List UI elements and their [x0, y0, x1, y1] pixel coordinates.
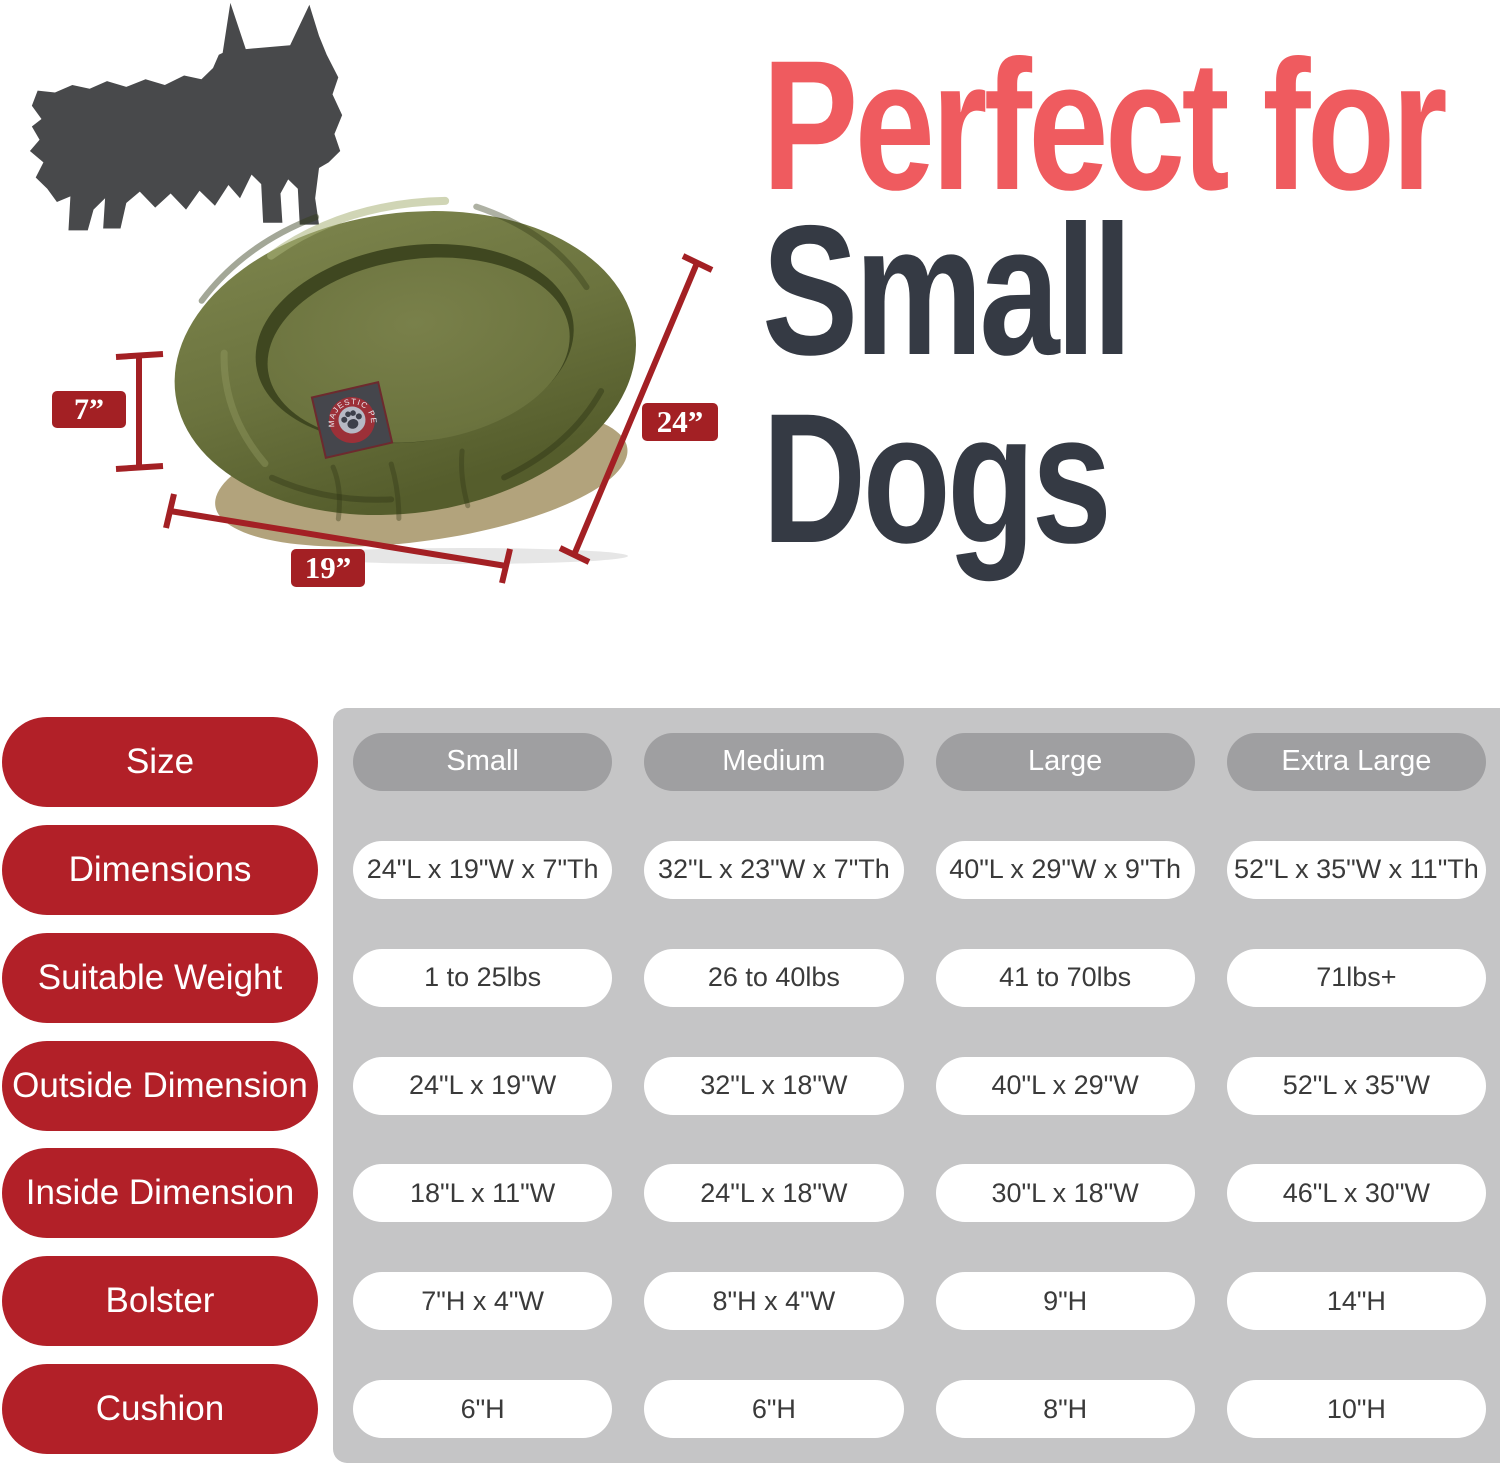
table-row-cushion: Cushion 6"H 6"H 8"H 10"H [0, 1355, 1500, 1463]
brand-tag: MAJESTIC PET [310, 380, 394, 460]
table-cell: 71lbs+ [1226, 948, 1486, 1007]
table-cell: 32"L x 23"W x 7"Th [644, 840, 904, 899]
table-cell: 8"H x 4"W [644, 1272, 904, 1331]
dog-silhouette [29, 2, 343, 231]
row-label-bolster: Bolster [2, 1256, 318, 1347]
table-cell: 10"H [1226, 1380, 1486, 1439]
table-cell: 32"L x 18"W [644, 1056, 904, 1115]
headline-word-dogs: Dogs [762, 376, 1112, 582]
size-spec-table: Size Small Medium Large Extra Large Dime… [0, 708, 1500, 1463]
table-cell: 52"L x 35"W [1226, 1056, 1486, 1115]
table-cell: 40"L x 29"W [935, 1056, 1195, 1115]
table-cell: 41 to 70lbs [935, 948, 1195, 1007]
table-row-suitable-weight: Suitable Weight 1 to 25lbs 26 to 40lbs 4… [0, 924, 1500, 1032]
table-cell: 8"H [935, 1380, 1195, 1439]
headline-word-small: Small [762, 188, 1133, 394]
column-header-large: Large [935, 732, 1195, 791]
table-cell: 24"L x 18"W [644, 1164, 904, 1223]
table-cell: 9"H [935, 1272, 1195, 1331]
row-label-dimensions: Dimensions [2, 824, 318, 915]
table-cell: 24"L x 19"W x 7"Th [353, 840, 613, 899]
table-cell: 40"L x 29"W x 9"Th [935, 840, 1195, 899]
column-header-small: Small [353, 732, 613, 791]
dog-bed-photo: MAJESTIC PET [174, 196, 636, 564]
column-header-medium: Medium [644, 732, 904, 791]
column-header-extra-large: Extra Large [1226, 732, 1486, 791]
table-cell: 46"L x 30"W [1226, 1164, 1486, 1223]
row-label-cushion: Cushion [2, 1364, 318, 1455]
table-row-bolster: Bolster 7"H x 4"W 8"H x 4"W 9"H 14"H [0, 1247, 1500, 1355]
row-label-suitable-weight: Suitable Weight [2, 932, 318, 1023]
table-cell: 30"L x 18"W [935, 1164, 1195, 1223]
table-cell: 18"L x 11"W [353, 1164, 613, 1223]
headline-accent: Perfect for [762, 23, 1448, 229]
table-cell: 1 to 25lbs [353, 948, 613, 1007]
table-cell: 6"H [353, 1380, 613, 1439]
table-row-dimensions: Dimensions 24"L x 19"W x 7"Th 32"L x 23"… [0, 816, 1500, 924]
paw-icon [341, 410, 362, 429]
row-label-outside-dimension: Outside Dimension [2, 1040, 318, 1131]
table-header-row: Size Small Medium Large Extra Large [0, 708, 1500, 816]
table-cell: 52"L x 35"W x 11"Th [1226, 840, 1486, 899]
table-row-outside-dimension: Outside Dimension 24"L x 19"W 32"L x 18"… [0, 1032, 1500, 1140]
table-cell: 14"H [1226, 1272, 1486, 1331]
width-dimension-badge: 19” [291, 549, 365, 587]
height-dimension-badge: 7” [52, 391, 126, 428]
table-cell: 24"L x 19"W [353, 1056, 613, 1115]
table-cell: 26 to 40lbs [644, 948, 904, 1007]
table-row-inside-dimension: Inside Dimension 18"L x 11"W 24"L x 18"W… [0, 1139, 1500, 1247]
row-label-inside-dimension: Inside Dimension [2, 1148, 318, 1239]
table-cell: 7"H x 4"W [353, 1272, 613, 1331]
table-cell: 6"H [644, 1380, 904, 1439]
diagonal-dimension-badge: 24” [642, 403, 718, 441]
row-label-size: Size [2, 716, 318, 807]
